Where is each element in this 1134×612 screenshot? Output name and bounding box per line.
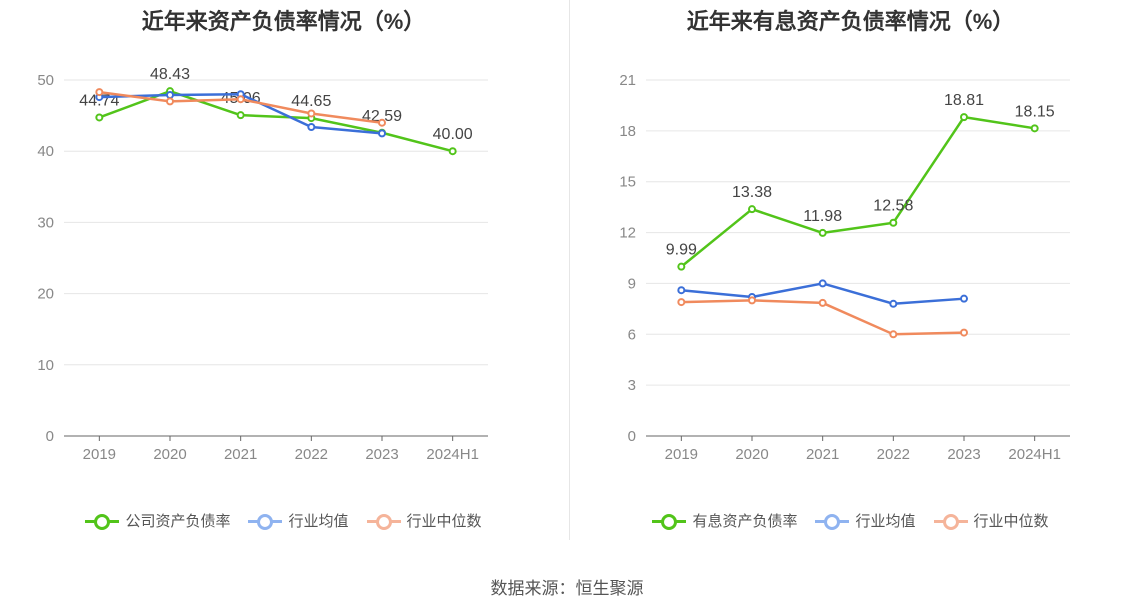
legend-label: 有息资产负债率	[692, 513, 798, 530]
left-chart-title: 近年来资产负债率情况（%）	[141, 9, 426, 34]
y-tick-label: 50	[37, 72, 54, 89]
legend-item-industry-median[interactable]: 行业中位数	[366, 510, 482, 531]
data-point-0	[448, 147, 457, 156]
y-tick-label: 21	[619, 72, 636, 89]
data-source-note: 数据来源：恒生聚源	[490, 579, 644, 598]
data-point-0	[1030, 124, 1039, 133]
data-point-1	[677, 286, 686, 295]
left-chart-plot: 0 10 20 30 40 50 2019 2020 2021 2022 2023 2024H1 44.…	[37, 66, 488, 463]
y-tick-label: 0	[628, 428, 636, 445]
x-tick-label: 2023	[365, 446, 398, 463]
legend-avg-swatch-icon	[248, 513, 283, 530]
data-point-1	[166, 90, 174, 99]
data-point-0	[748, 205, 756, 214]
y-tick-label: 0	[46, 428, 54, 445]
legend-item-interest-ratio[interactable]: 有息资产负债率	[652, 510, 797, 531]
right-chart-panel: 近年来有息资产负债率情况（%） 0 3 6 9 12 15 18 21 2019 2020 2021…	[567, 0, 1134, 560]
data-point-2	[236, 95, 245, 104]
x-tick-label: 2020	[735, 446, 768, 463]
data-point-0	[818, 228, 827, 237]
y-tick-label: 12	[619, 225, 636, 242]
legend-item-company-ratio[interactable]: 公司资产负债率	[85, 510, 230, 531]
x-tick-label: 2022	[295, 446, 328, 463]
data-point-2	[95, 88, 104, 97]
panel-divider	[569, 0, 570, 540]
legend-company-swatch-icon	[85, 513, 120, 530]
data-point-2	[960, 328, 968, 337]
legend-avg-swatch-icon	[815, 513, 850, 530]
data-point-0	[677, 262, 686, 271]
y-tick-label: 40	[37, 143, 54, 160]
legend-item-industry-avg[interactable]: 行业均值	[248, 510, 349, 531]
data-point-0	[95, 113, 104, 122]
data-point-2	[818, 298, 827, 307]
data-point-2	[889, 330, 898, 339]
y-tick-label: 30	[37, 214, 54, 231]
x-tick-label: 2023	[947, 446, 980, 463]
y-tick-label: 18	[619, 123, 636, 140]
y-tick-label: 20	[37, 286, 54, 303]
y-tick-label: 15	[619, 174, 636, 191]
legend-item-industry-median[interactable]: 行业中位数	[933, 510, 1049, 531]
data-point-0	[960, 113, 968, 122]
y-tick-label: 6	[628, 326, 636, 343]
data-point-1	[960, 294, 968, 303]
data-label: 12.58	[873, 198, 913, 215]
data-label: 9.99	[666, 242, 697, 259]
legend-label: 行业均值	[288, 513, 349, 530]
x-tick-label: 2024H1	[1008, 446, 1061, 463]
data-point-2	[166, 97, 174, 106]
left-chart-panel: 近年来资产负债率情况（%） 0 10 20 30 40 50 2019 2020 2021 202…	[0, 0, 567, 560]
legend-item-industry-avg[interactable]: 行业均值	[815, 510, 916, 531]
data-label: 40.00	[433, 126, 473, 143]
data-label: 44.65	[291, 93, 331, 110]
data-label: 48.43	[150, 66, 190, 83]
data-label: 13.38	[732, 184, 772, 201]
x-tick-label: 2021	[224, 446, 257, 463]
data-label: 11.98	[803, 208, 842, 225]
data-point-1	[818, 279, 827, 288]
right-chart-plot: 0 3 6 9 12 15 18 21 2019 2020 2021 2022 2023 2024H1 9.…	[619, 72, 1070, 463]
legend-label: 行业中位数	[973, 513, 1049, 530]
data-point-2	[307, 109, 316, 118]
right-chart-legend: 有息资产负债率 行业均值 行业中位数	[567, 510, 1134, 531]
x-tick-label: 2024H1	[426, 446, 479, 463]
legend-label: 行业均值	[855, 513, 916, 530]
data-point-1	[889, 299, 898, 308]
data-label: 18.15	[1015, 103, 1055, 120]
legend-label: 行业中位数	[406, 513, 482, 530]
series-line-0	[680, 115, 1035, 268]
legend-median-swatch-icon	[366, 513, 401, 530]
legend-median-swatch-icon	[933, 513, 968, 530]
y-tick-label: 9	[628, 275, 636, 292]
x-tick-label: 2022	[877, 446, 910, 463]
data-point-0	[889, 218, 898, 227]
right-chart-title: 近年来有息资产负债率情况（%）	[686, 9, 1015, 34]
x-tick-label: 2020	[153, 446, 186, 463]
x-tick-label: 2021	[806, 446, 839, 463]
data-point-2	[748, 296, 756, 305]
legend-company-swatch-icon	[652, 513, 687, 530]
x-tick-label: 2019	[665, 446, 698, 463]
y-tick-label: 10	[37, 357, 54, 374]
data-point-1	[378, 129, 386, 138]
y-tick-label: 3	[628, 377, 636, 394]
data-point-0	[236, 111, 245, 120]
data-label: 18.81	[944, 92, 984, 109]
data-point-2	[378, 118, 386, 127]
left-chart-legend: 公司资产负债率 行业均值 行业中位数	[0, 510, 567, 531]
x-tick-label: 2019	[83, 446, 116, 463]
data-point-2	[677, 298, 686, 307]
data-point-1	[307, 122, 316, 131]
legend-label: 公司资产负债率	[125, 513, 231, 530]
